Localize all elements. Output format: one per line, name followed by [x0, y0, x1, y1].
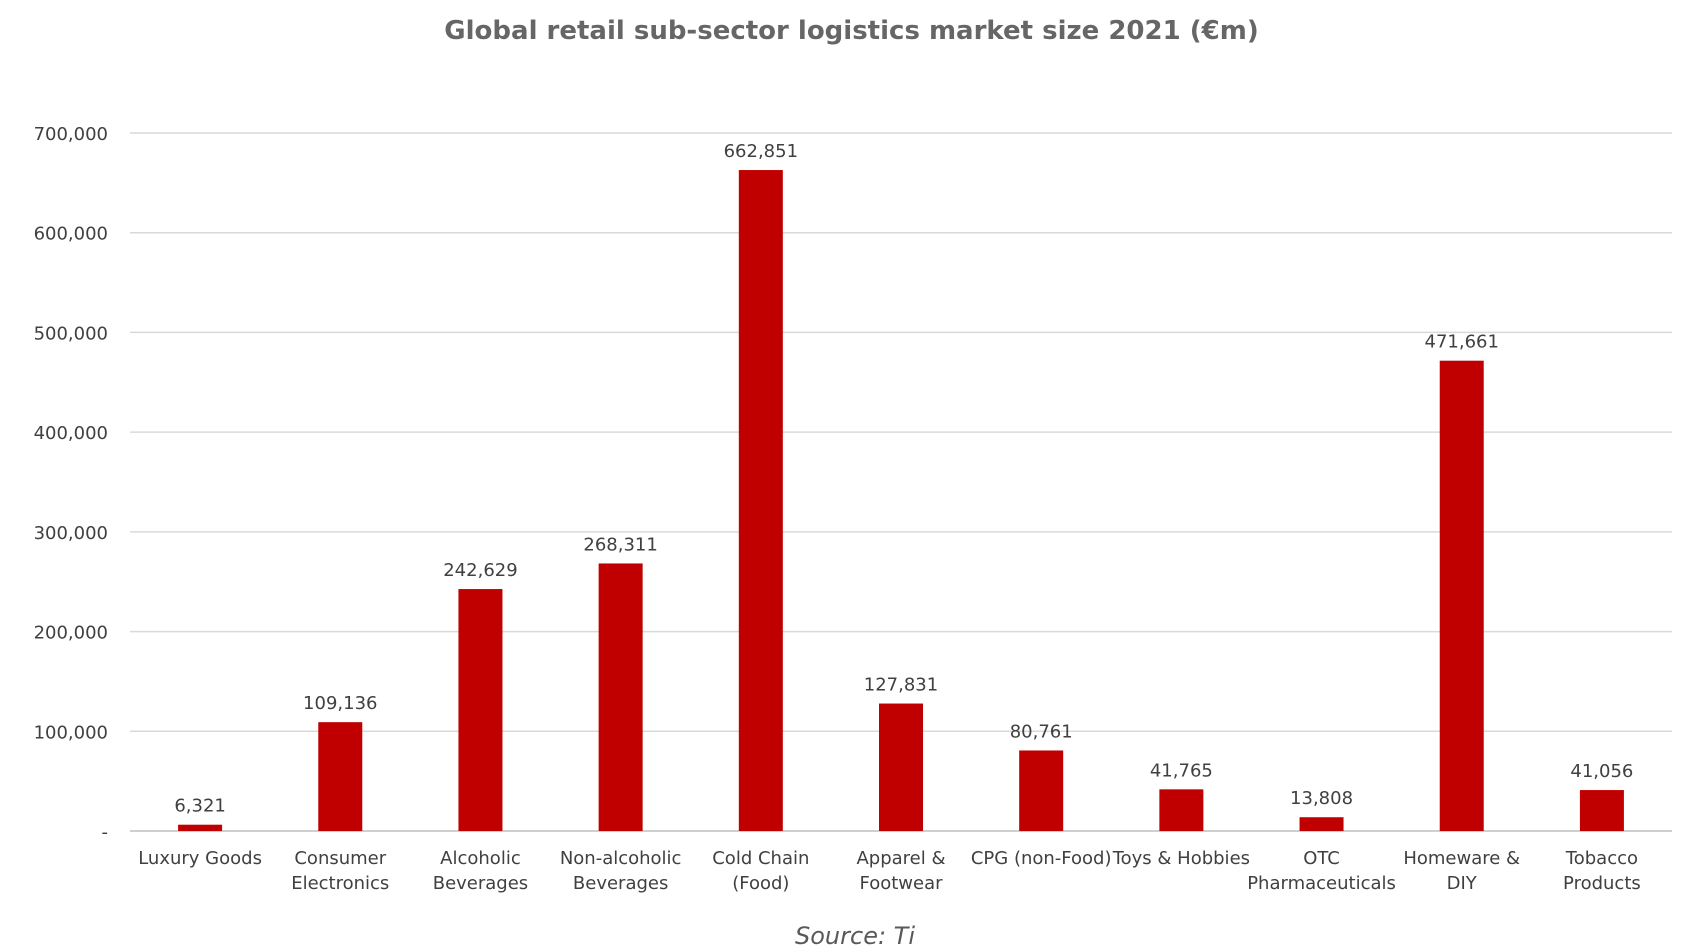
bar — [1159, 789, 1204, 831]
data-label: 109,136 — [303, 693, 377, 714]
data-label: 41,056 — [1570, 761, 1633, 782]
x-tick-label: Non-alcoholic Beverages — [560, 848, 682, 894]
data-label: 13,808 — [1290, 788, 1353, 809]
data-label: 268,311 — [583, 534, 657, 555]
bar — [598, 563, 643, 831]
bar — [1019, 750, 1064, 831]
source-note: Source: Ti — [795, 922, 915, 950]
bar — [738, 170, 783, 832]
x-tick-label: Luxury Goods — [138, 848, 262, 869]
x-tick-label: Homeware & DIY — [1403, 848, 1520, 894]
data-label: 6,321 — [174, 796, 226, 817]
x-axis-ticks: Luxury Goods Consumer Electronics Alcoholic… — [138, 848, 1641, 894]
y-tick-label: - — [102, 822, 109, 843]
bar — [318, 722, 363, 831]
data-labels: 6,321 109,136 242,629 268,311 662,851 127,831… — [174, 141, 1633, 817]
data-label: 662,851 — [724, 141, 798, 162]
y-axis-ticks: - 100,000 200,000 300,000 400,000 500,000 600,… — [34, 124, 108, 843]
x-tick-label: Consumer Electronics — [291, 848, 389, 894]
data-label: 80,761 — [1010, 721, 1073, 742]
chart-title: Global retail sub-sector logistics marke… — [444, 16, 1259, 46]
bar — [879, 703, 923, 831]
data-label: 242,629 — [443, 560, 517, 581]
y-tick-label: 100,000 — [34, 722, 108, 743]
data-label: 127,831 — [864, 675, 938, 696]
y-tick-label: 600,000 — [34, 224, 108, 245]
x-tick-label: CPG (non-Food) — [971, 848, 1112, 869]
x-tick-label: OTC Pharmaceuticals — [1247, 848, 1396, 894]
bar — [1439, 360, 1484, 831]
y-tick-label: 300,000 — [34, 523, 108, 544]
y-tick-label: 200,000 — [34, 623, 108, 644]
x-tick-label: Alcoholic Beverages — [433, 848, 528, 894]
bars — [178, 170, 1624, 832]
bar — [178, 824, 223, 831]
bar — [458, 589, 503, 831]
y-tick-label: 500,000 — [34, 323, 108, 344]
data-label: 41,765 — [1150, 760, 1213, 781]
y-tick-label: 400,000 — [34, 423, 108, 444]
x-tick-label: Tobacco Products — [1563, 848, 1641, 894]
y-tick-label: 700,000 — [34, 124, 108, 145]
x-tick-label: Cold Chain (Food) — [712, 848, 809, 894]
x-tick-label: Toys & Hobbies — [1112, 848, 1250, 869]
bar — [1579, 790, 1624, 831]
bar — [1299, 817, 1344, 831]
x-tick-label: Apparel & Footwear — [856, 848, 945, 894]
data-label: 471,661 — [1425, 332, 1499, 353]
